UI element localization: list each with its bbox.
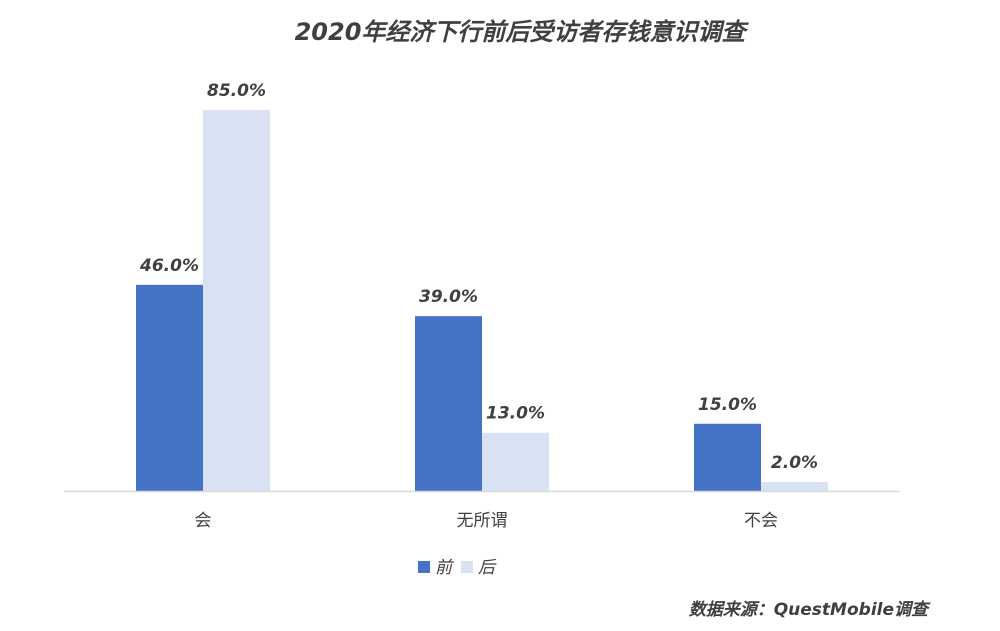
category-label: 会 bbox=[195, 511, 212, 531]
source-note: 数据来源：QuestMobile调查 bbox=[689, 600, 931, 620]
legend-label: 后 bbox=[478, 558, 497, 578]
bar-after-2 bbox=[761, 482, 828, 491]
bar-before-0 bbox=[136, 284, 203, 491]
data-label: 15.0% bbox=[698, 395, 757, 415]
chart-title: 2020年经济下行前后受访者存钱意识调查 bbox=[295, 18, 750, 46]
legend-swatch bbox=[418, 561, 430, 573]
bar-after-0 bbox=[203, 110, 270, 491]
data-label: 2.0% bbox=[771, 453, 818, 473]
plot-area: 46.0% 85.0% 会 39.0% 13.0% 无所谓 15.0% 2.0% 不会 bbox=[136, 81, 828, 531]
legend: 前后 bbox=[418, 558, 497, 578]
bar-before-2 bbox=[694, 423, 761, 491]
data-label: 13.0% bbox=[486, 404, 545, 424]
legend-label: 前 bbox=[435, 558, 454, 578]
category-label: 不会 bbox=[744, 511, 778, 531]
data-label: 39.0% bbox=[419, 287, 478, 307]
data-label: 46.0% bbox=[139, 256, 199, 276]
bar-before-1 bbox=[415, 316, 482, 491]
data-label: 85.0% bbox=[207, 81, 266, 101]
category-label: 无所谓 bbox=[457, 511, 508, 531]
bar-after-1 bbox=[482, 432, 549, 491]
legend-swatch bbox=[461, 561, 473, 573]
